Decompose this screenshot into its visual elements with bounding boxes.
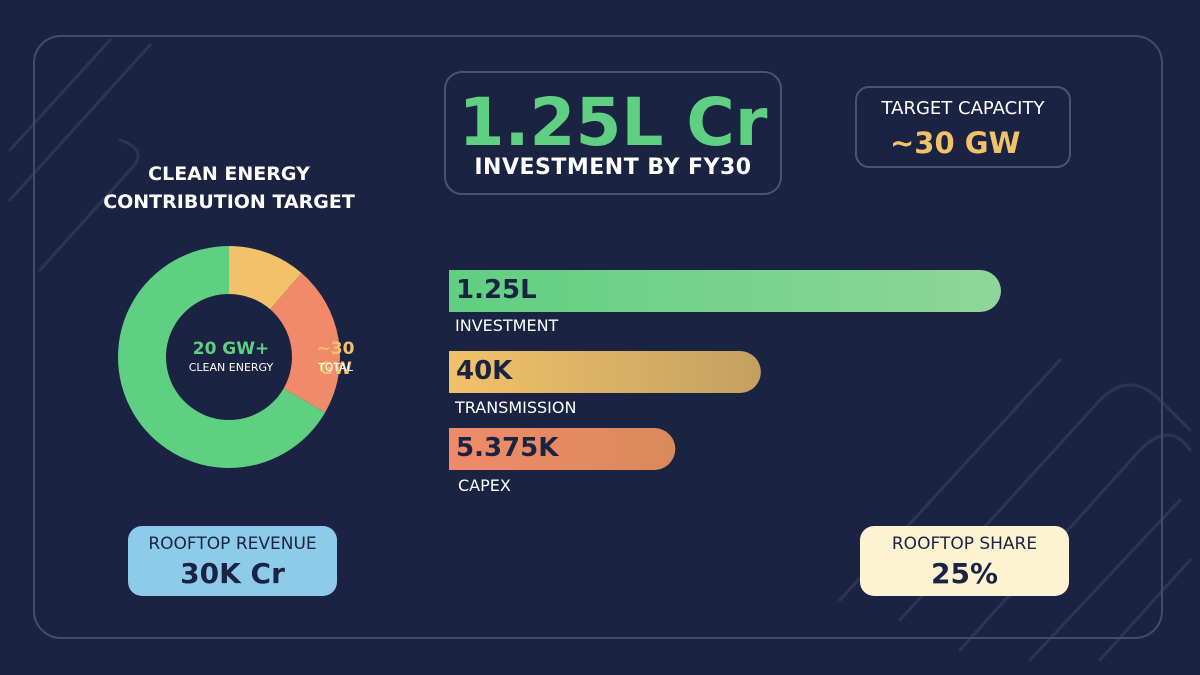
donut-total-label: TOTAL (318, 361, 353, 374)
donut-title-line1: CLEAN ENERGY (148, 163, 310, 185)
rooftop-share-value: 25% (930, 557, 999, 590)
donut-slice-coral (270, 272, 341, 413)
rooftop-revenue-card: ROOFTOP REVENUE 30K Cr (128, 526, 337, 596)
donut-total-value: ~30 GW (316, 339, 355, 379)
investment-value: 1.25L Cr (458, 84, 768, 161)
bar-value-transmission: 40K (456, 356, 513, 386)
rooftop-share-card: ROOFTOP SHARE 25% (860, 526, 1069, 596)
bar-capex (449, 428, 676, 470)
bar-label-transmission: TRANSMISSION (455, 398, 577, 417)
donut-slice-clean-energy (118, 246, 326, 468)
target-capacity-label: TARGET CAPACITY (881, 98, 1045, 119)
bar-value-capex: 5.375K (456, 433, 559, 463)
rooftop-revenue-value: 30K Cr (180, 557, 285, 590)
donut-clean-energy-value: 20 GW+ (192, 339, 270, 359)
main-frame (33, 35, 1163, 639)
rooftop-share-label: ROOFTOP SHARE (891, 534, 1038, 554)
donut-title-line2: CONTRIBUTION TARGET (103, 191, 355, 213)
donut-title: CLEAN ENERGY CONTRIBUTION TARGET (98, 160, 360, 216)
bar-investment (449, 270, 1001, 312)
bar-value-investment: 1.25L (456, 275, 537, 305)
donut-slice-yellow (229, 246, 302, 310)
investment-label: INVESTMENT BY FY30 (474, 155, 752, 180)
bar-transmission (449, 351, 761, 393)
rooftop-revenue-label: ROOFTOP REVENUE (148, 534, 317, 554)
target-capacity-card: TARGET CAPACITY ~30 GW (855, 86, 1071, 168)
bar-label-investment: INVESTMENT (455, 316, 559, 335)
bar-label-capex: CAPEX (458, 476, 511, 495)
donut-clean-energy-label: CLEAN ENERGY (188, 361, 274, 374)
target-capacity-value: ~30 GW (890, 126, 1021, 160)
investment-card: 1.25L Cr INVESTMENT BY FY30 (444, 71, 782, 195)
